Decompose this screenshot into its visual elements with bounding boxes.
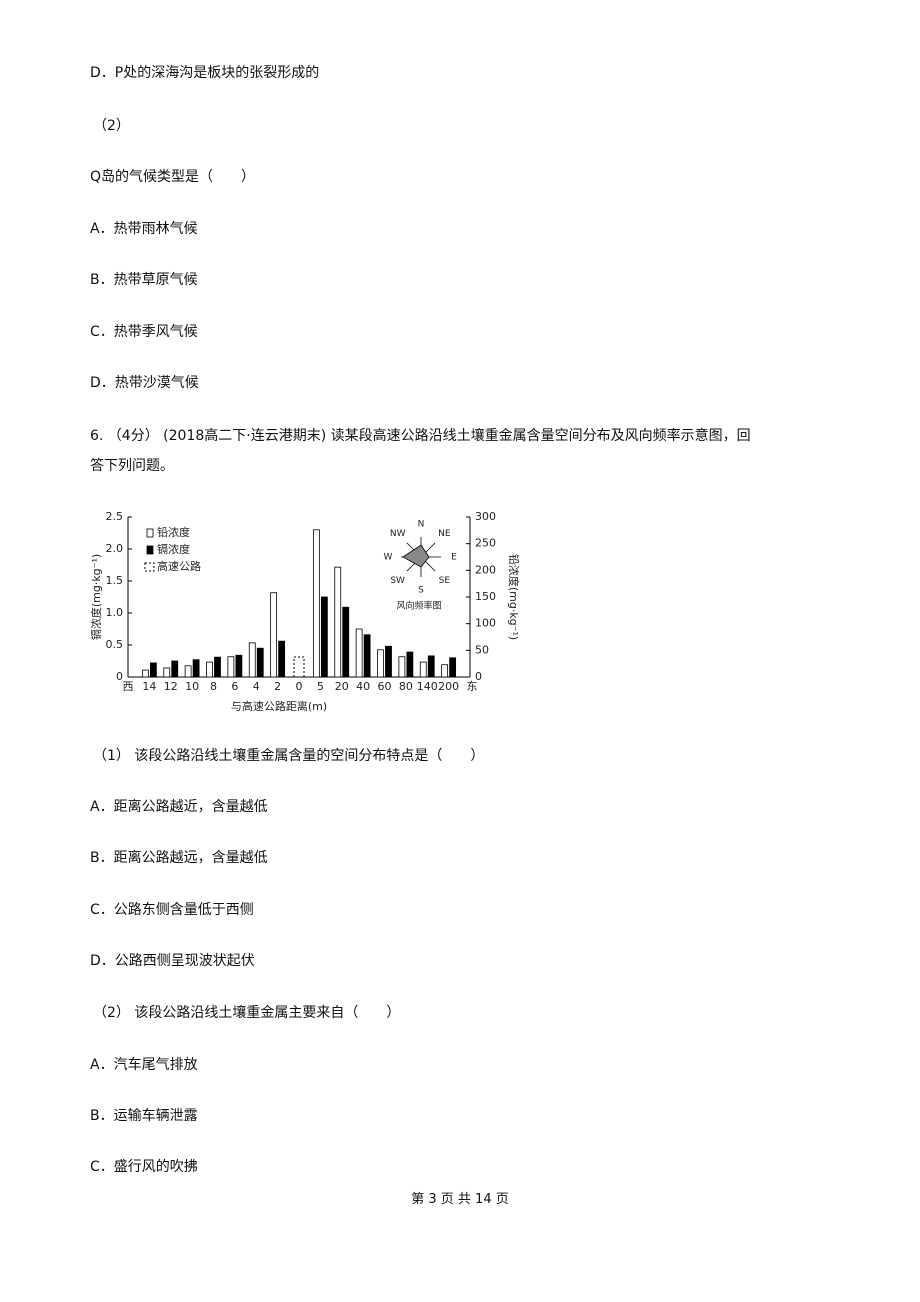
rose-direction: S — [418, 586, 424, 596]
bar — [355, 628, 363, 678]
bar — [192, 659, 200, 678]
bar — [342, 606, 350, 678]
text-line: （2） — [93, 118, 130, 134]
x-tick-label: 20 — [335, 680, 349, 693]
bar — [149, 662, 157, 678]
text-line: 6. （4分） (2018高二下·连云港期末) 读某段高速公路沿线土壤重金属含量… — [90, 428, 751, 444]
y2-axis-label: 铅浓度(mg·kg⁻¹) — [507, 554, 521, 640]
text-line: 答下列问题。 — [90, 458, 174, 474]
text-line: C．盛行风的吹拂 — [90, 1159, 198, 1175]
bar — [256, 647, 264, 678]
y-tick-label: 2.5 — [106, 510, 124, 523]
legend-key — [146, 545, 154, 555]
x-tick-label: 东 — [467, 680, 478, 693]
x-tick-label: 西 — [123, 680, 134, 693]
text-line: Q岛的气候类型是（ ） — [90, 169, 256, 185]
rose-title: 风向频率图 — [396, 600, 441, 612]
bar — [184, 665, 192, 678]
bar — [398, 656, 406, 678]
bar — [235, 654, 243, 678]
text-line: A．距离公路越近，含量越低 — [90, 799, 268, 815]
x-tick-label: 40 — [356, 680, 370, 693]
legend-label: 高速公路 — [157, 559, 201, 573]
x-tick-label: 140 — [417, 680, 438, 693]
text-line: A．热带雨林气候 — [90, 221, 198, 237]
bar — [248, 642, 256, 678]
text-line: （2） 该段公路沿线土壤重金属主要来自（ ） — [93, 1005, 401, 1021]
y2-tick-label: 100 — [475, 617, 496, 630]
rose-direction: SW — [390, 576, 405, 586]
x-tick-label: 4 — [253, 680, 260, 693]
bar — [278, 640, 286, 678]
bar — [270, 592, 278, 678]
x-tick-label: 80 — [399, 680, 413, 693]
rose-direction: NE — [438, 529, 451, 539]
legend-label: 镉浓度 — [157, 542, 190, 556]
highway — [293, 656, 305, 678]
bar — [171, 660, 179, 678]
bar — [334, 566, 342, 678]
y-tick-label: 0.5 — [106, 638, 124, 651]
bar — [427, 655, 435, 678]
text-line: D．公路西侧呈现波状起伏 — [90, 953, 255, 969]
text-line: A．汽车尾气排放 — [90, 1057, 198, 1073]
text-line: B．距离公路越远，含量越低 — [90, 850, 268, 866]
text-line: （1） 该段公路沿线土壤重金属含量的空间分布特点是（ ） — [93, 748, 485, 764]
bar — [206, 661, 213, 678]
y-tick-label: 2.0 — [106, 542, 124, 555]
x-tick-label: 14 — [142, 680, 156, 693]
rose-direction: N — [418, 520, 425, 530]
y-axis-label: 镉浓度(mg·kg⁻¹) — [89, 554, 103, 640]
x-tick-label: 200 — [438, 680, 459, 693]
rose-direction: NW — [390, 529, 406, 539]
bar — [214, 656, 221, 678]
rose-direction: W — [384, 553, 393, 563]
text-line: C．热带季风气候 — [90, 324, 198, 340]
bar — [227, 656, 235, 678]
bar — [363, 634, 371, 678]
rose-direction: E — [451, 553, 457, 563]
text-line: D．P处的深海沟是板块的张裂形成的 — [90, 65, 320, 81]
bar — [419, 661, 427, 678]
y2-tick-label: 0 — [475, 670, 482, 683]
bar — [385, 645, 392, 678]
x-tick-label: 5 — [317, 680, 324, 693]
y2-tick-label: 50 — [475, 643, 489, 656]
bar — [320, 596, 328, 678]
legend-key — [146, 528, 154, 538]
bar — [441, 664, 449, 678]
x-tick-label: 2 — [274, 680, 281, 693]
rose-direction: SE — [439, 576, 451, 586]
bar — [163, 667, 171, 678]
text-line: B．热带草原气候 — [90, 272, 198, 288]
x-tick-label: 6 — [231, 680, 238, 693]
x-tick-label: 12 — [164, 680, 178, 693]
text-line: D．热带沙漠气候 — [90, 375, 199, 391]
y2-tick-label: 250 — [475, 537, 496, 550]
page-footer: 第 3 页 共 14 页 — [411, 1192, 509, 1207]
y-tick-label: 1.5 — [106, 574, 124, 587]
bar — [141, 669, 149, 678]
y2-tick-label: 200 — [475, 563, 496, 576]
y-tick-label: 0 — [116, 670, 123, 683]
bar — [449, 657, 457, 678]
text-line: B．运输车辆泄露 — [90, 1108, 198, 1124]
x-tick-label: 0 — [296, 680, 303, 693]
rose-shape — [402, 544, 430, 568]
y2-tick-label: 300 — [475, 510, 496, 523]
x-axis-label: 与高速公路距离(m) — [231, 699, 327, 713]
y-tick-label: 1.0 — [106, 606, 124, 619]
y2-tick-label: 150 — [475, 590, 496, 603]
bar — [312, 529, 320, 678]
x-tick-label: 60 — [378, 680, 392, 693]
bar — [406, 651, 414, 678]
legend-key — [144, 562, 155, 572]
bar — [377, 649, 384, 678]
x-tick-label: 10 — [185, 680, 199, 693]
text-line: C．公路东侧含量低于西侧 — [90, 902, 254, 918]
x-tick-label: 8 — [210, 680, 217, 693]
legend-label: 铅浓度 — [157, 525, 190, 539]
